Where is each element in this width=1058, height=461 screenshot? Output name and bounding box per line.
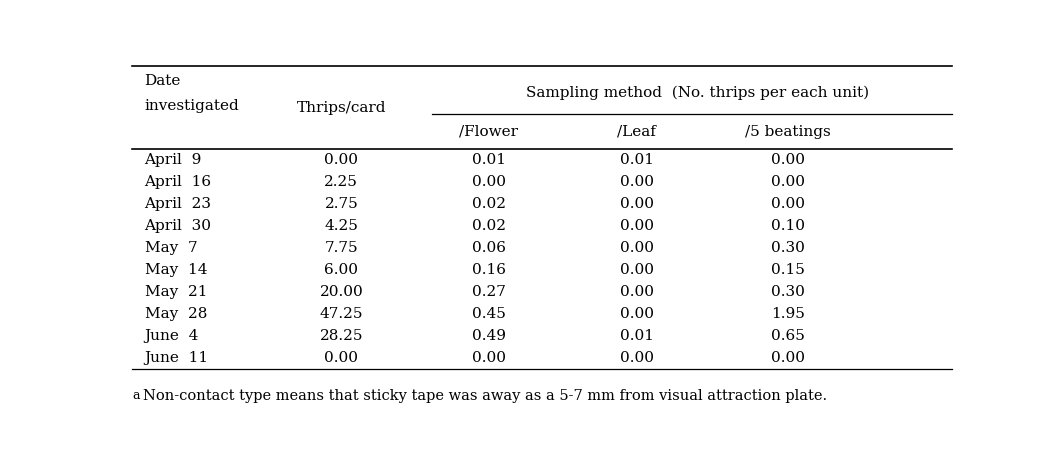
Text: 0.45: 0.45 [472, 307, 506, 321]
Text: /Flower: /Flower [459, 124, 518, 139]
Text: 0.27: 0.27 [472, 285, 506, 300]
Text: June  11: June 11 [145, 351, 208, 366]
Text: 0.00: 0.00 [771, 351, 805, 366]
Text: 0.00: 0.00 [325, 351, 359, 366]
Text: 0.00: 0.00 [472, 175, 506, 189]
Text: May  7: May 7 [145, 242, 197, 255]
Text: 0.00: 0.00 [620, 307, 654, 321]
Text: 0.01: 0.01 [620, 154, 654, 167]
Text: 0.00: 0.00 [620, 175, 654, 189]
Text: Date: Date [145, 74, 181, 88]
Text: April  30: April 30 [145, 219, 212, 233]
Text: 0.00: 0.00 [620, 285, 654, 300]
Text: investigated: investigated [145, 99, 239, 113]
Text: /Leaf: /Leaf [617, 124, 656, 139]
Text: April  16: April 16 [145, 175, 212, 189]
Text: 0.00: 0.00 [620, 263, 654, 278]
Text: 0.00: 0.00 [771, 175, 805, 189]
Text: Thrips/card: Thrips/card [296, 100, 386, 115]
Text: 0.30: 0.30 [771, 285, 805, 300]
Text: 1.95: 1.95 [771, 307, 805, 321]
Text: 0.15: 0.15 [771, 263, 805, 278]
Text: June  4: June 4 [145, 330, 199, 343]
Text: a: a [132, 389, 140, 402]
Text: May  28: May 28 [145, 307, 207, 321]
Text: 0.00: 0.00 [771, 154, 805, 167]
Text: 0.00: 0.00 [620, 351, 654, 366]
Text: 0.30: 0.30 [771, 242, 805, 255]
Text: 0.02: 0.02 [472, 219, 506, 233]
Text: 0.10: 0.10 [771, 219, 805, 233]
Text: April  9: April 9 [145, 154, 202, 167]
Text: 28.25: 28.25 [320, 330, 363, 343]
Text: 0.16: 0.16 [472, 263, 506, 278]
Text: 0.06: 0.06 [472, 242, 506, 255]
Text: 4.25: 4.25 [325, 219, 359, 233]
Text: /5 beatings: /5 beatings [745, 124, 832, 139]
Text: 0.02: 0.02 [472, 197, 506, 212]
Text: 7.75: 7.75 [325, 242, 359, 255]
Text: Non-contact type means that sticky tape was away as a 5-7 mm from visual attract: Non-contact type means that sticky tape … [143, 389, 827, 403]
Text: May  21: May 21 [145, 285, 207, 300]
Text: 0.01: 0.01 [472, 154, 506, 167]
Text: 0.00: 0.00 [620, 219, 654, 233]
Text: 20.00: 20.00 [320, 285, 363, 300]
Text: 0.49: 0.49 [472, 330, 506, 343]
Text: 2.75: 2.75 [325, 197, 359, 212]
Text: May  14: May 14 [145, 263, 207, 278]
Text: 6.00: 6.00 [325, 263, 359, 278]
Text: 0.00: 0.00 [620, 242, 654, 255]
Text: 2.25: 2.25 [325, 175, 359, 189]
Text: 0.01: 0.01 [620, 330, 654, 343]
Text: Sampling method  (No. thrips per each unit): Sampling method (No. thrips per each uni… [527, 85, 870, 100]
Text: 0.00: 0.00 [620, 197, 654, 212]
Text: 0.00: 0.00 [771, 197, 805, 212]
Text: 47.25: 47.25 [320, 307, 363, 321]
Text: 0.00: 0.00 [325, 154, 359, 167]
Text: 0.65: 0.65 [771, 330, 805, 343]
Text: 0.00: 0.00 [472, 351, 506, 366]
Text: April  23: April 23 [145, 197, 212, 212]
